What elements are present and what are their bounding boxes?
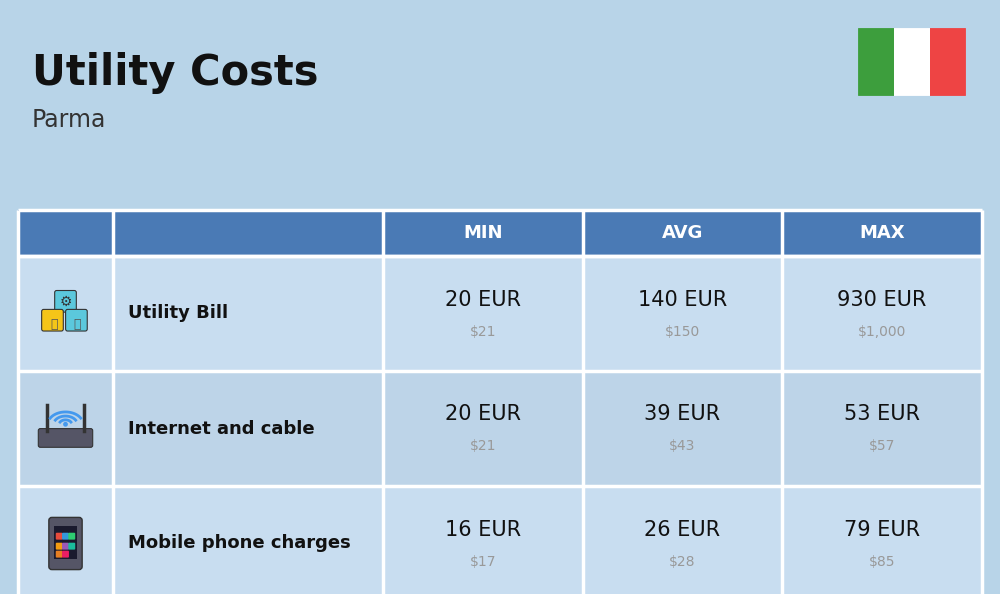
Text: Utility Bill: Utility Bill [128, 305, 228, 323]
FancyBboxPatch shape [42, 309, 63, 331]
FancyBboxPatch shape [68, 533, 75, 539]
Text: $21: $21 [470, 440, 496, 453]
FancyBboxPatch shape [56, 533, 63, 539]
Text: Utility Costs: Utility Costs [32, 52, 318, 94]
FancyBboxPatch shape [56, 551, 63, 558]
Text: Parma: Parma [32, 108, 106, 132]
Circle shape [64, 422, 67, 426]
Text: $150: $150 [665, 324, 700, 339]
Text: $21: $21 [470, 324, 496, 339]
Bar [18, 256, 982, 371]
Bar [18, 210, 982, 256]
Text: 20 EUR: 20 EUR [445, 405, 521, 425]
Text: MAX: MAX [859, 224, 905, 242]
Text: 39 EUR: 39 EUR [644, 405, 721, 425]
Text: $17: $17 [470, 555, 496, 568]
Text: $85: $85 [869, 555, 895, 568]
Text: ⚙: ⚙ [59, 295, 72, 309]
Text: MIN: MIN [463, 224, 503, 242]
Text: 79 EUR: 79 EUR [844, 520, 920, 539]
Text: AVG: AVG [662, 224, 703, 242]
FancyBboxPatch shape [894, 28, 930, 96]
Text: 20 EUR: 20 EUR [445, 289, 521, 309]
Text: 🚿: 🚿 [74, 318, 81, 330]
FancyBboxPatch shape [62, 533, 69, 539]
Text: Mobile phone charges: Mobile phone charges [128, 535, 351, 552]
Bar [18, 371, 982, 486]
Text: $57: $57 [869, 440, 895, 453]
Text: 930 EUR: 930 EUR [837, 289, 927, 309]
Text: Internet and cable: Internet and cable [128, 419, 315, 438]
FancyBboxPatch shape [930, 28, 966, 96]
Text: $28: $28 [669, 555, 696, 568]
FancyBboxPatch shape [858, 28, 894, 96]
Text: 🔌: 🔌 [50, 318, 57, 330]
Text: 140 EUR: 140 EUR [638, 289, 727, 309]
Text: 16 EUR: 16 EUR [445, 520, 521, 539]
FancyBboxPatch shape [38, 429, 93, 447]
Bar [18, 486, 982, 594]
FancyBboxPatch shape [55, 290, 76, 312]
Text: 53 EUR: 53 EUR [844, 405, 920, 425]
FancyBboxPatch shape [49, 517, 82, 570]
Text: $1,000: $1,000 [858, 324, 906, 339]
FancyBboxPatch shape [56, 543, 63, 549]
FancyBboxPatch shape [68, 543, 75, 549]
FancyBboxPatch shape [66, 309, 87, 331]
Text: 26 EUR: 26 EUR [644, 520, 721, 539]
FancyBboxPatch shape [62, 543, 69, 549]
Text: $43: $43 [669, 440, 696, 453]
FancyBboxPatch shape [62, 551, 69, 558]
Bar [54, 526, 77, 559]
